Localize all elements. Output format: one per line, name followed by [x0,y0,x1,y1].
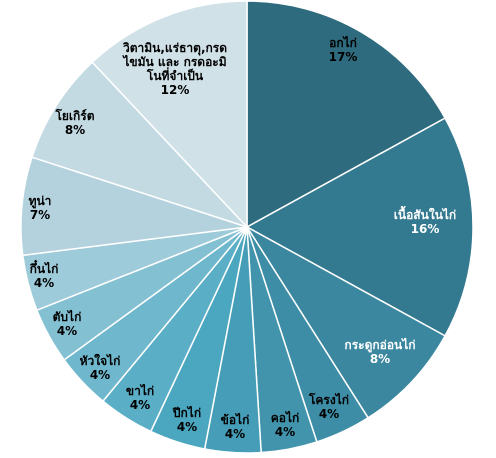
slice-label-2: กระดูกอ่อนไก่ 8% [344,337,415,366]
pie-slice-0 [246,0,447,229]
slice-label-13: วิตามิน,แร่ธาตุ,กรดไขมัน และ กรดอะมิโนที… [121,41,227,97]
slice-label-11: ทูน่า 7% [29,194,52,222]
slice-label-1: เนื้อสันในไก่ 16% [394,205,456,236]
slice-label-10: กึ๋นไก่ 4% [30,259,59,290]
slice-label-4: คอไก่ 4% [271,410,300,439]
slice-label-9: ตับไก่ 4% [53,309,82,338]
slice-label-5: ข้อไก่ 4% [221,412,250,441]
pie-slice-1 [245,117,474,337]
pie-slice-12 [31,61,248,228]
slice-label-12: โยเกิร์ต 8% [54,108,94,137]
pie-slice-2 [246,226,447,419]
slice-label-0: อกไก่ 17% [329,35,358,64]
slice-label-6: ปีกไก่ 4% [172,405,201,434]
slice-label-8: หัวใจไก่ 4% [80,353,121,382]
pie-slice-13 [91,0,248,229]
slice-label-3: โครงไก่ 4% [308,392,349,421]
slice-label-7: ขาไก่ 4% [126,383,154,412]
